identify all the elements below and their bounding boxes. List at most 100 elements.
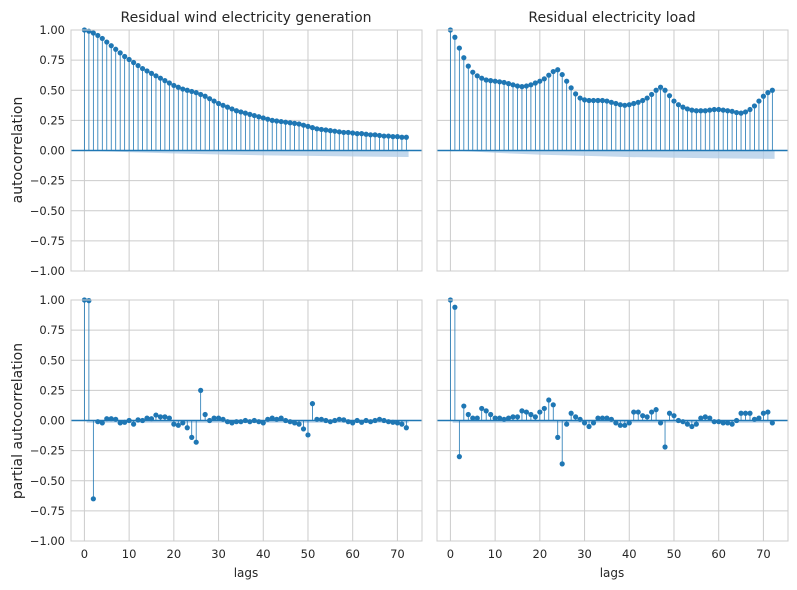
bottom-left-point-67 — [381, 417, 387, 424]
top-left-point-56 — [332, 128, 338, 134]
bottom-right-point-60 — [716, 419, 722, 425]
top-right-point-27 — [568, 85, 574, 91]
top-right-point-8 — [483, 77, 489, 83]
top-right-point-3 — [461, 55, 467, 61]
bottom-left-point-16 — [153, 412, 159, 418]
bottom-right-point-9 — [488, 411, 494, 418]
top-left-point-65 — [372, 132, 378, 138]
bottom-left-point-52 — [314, 416, 320, 422]
bottom-right-point-56 — [698, 415, 704, 421]
bottom-right-point-18 — [528, 411, 534, 418]
top-left-point-6 — [108, 43, 114, 49]
bottom-left-ytick-label-0: −1.00 — [30, 534, 65, 548]
top-right-point-63 — [729, 108, 735, 114]
bottom-right-xtick-label-5: 50 — [667, 547, 682, 561]
top-right-point-69 — [756, 98, 762, 104]
top-left-point-40 — [260, 115, 266, 121]
bottom-left-point-46 — [287, 419, 293, 425]
top-left-point-1 — [86, 28, 92, 34]
bottom-left-xtick-label-7: 70 — [390, 547, 405, 561]
bottom-right-point-62 — [725, 420, 731, 426]
top-right-point-41 — [631, 100, 637, 107]
top-right-point-12 — [501, 79, 507, 86]
top-right-point-14 — [510, 82, 516, 88]
bottom-right-point-3 — [461, 403, 467, 409]
bottom-right-point-37 — [613, 420, 619, 426]
bottom-left-point-50 — [305, 432, 311, 438]
bottom-left-point-20 — [171, 421, 177, 427]
top-right-point-11 — [496, 79, 503, 85]
top-left-point-15 — [148, 70, 155, 76]
top-left-point-14 — [144, 68, 150, 74]
top-left-point-51 — [309, 125, 316, 131]
top-left-point-25 — [193, 90, 199, 96]
panels: −1.00 −0.75 −0.50 −0.25 0.00 0.25 0.50 0.75 1.00… — [30, 23, 789, 561]
bottom-right-point-63 — [729, 421, 735, 427]
bottom-right-point-28 — [573, 414, 579, 420]
top-left-point-60 — [350, 130, 356, 136]
bottom-right-point-41 — [631, 409, 637, 415]
bottom-right-point-24 — [555, 434, 561, 440]
top-right-point-6 — [474, 73, 480, 79]
top-right-point-47 — [657, 84, 664, 90]
top-right-point-71 — [765, 90, 771, 96]
top-left-point-52 — [314, 126, 320, 132]
top-left-point-19 — [166, 80, 172, 86]
bottom-left-point-42 — [269, 415, 275, 421]
top-left-point-49 — [300, 122, 307, 128]
top-right-point-52 — [680, 104, 686, 110]
top-right-point-58 — [707, 107, 713, 113]
top-left-point-62 — [359, 131, 365, 137]
top-left-point-28 — [207, 96, 213, 102]
bottom-left-point-17 — [157, 414, 164, 420]
top-right-point-50 — [671, 98, 677, 104]
bottom-right-point-47 — [657, 420, 664, 426]
top-left-point-47 — [291, 120, 298, 126]
bottom-left-point-59 — [345, 419, 351, 425]
bottom-right-point-58 — [707, 415, 713, 421]
top-left-point-24 — [189, 88, 195, 95]
bottom-right-point-11 — [496, 415, 503, 421]
bottom-left-point-41 — [265, 416, 271, 422]
top-left-point-16 — [153, 73, 159, 79]
bottom-right-point-70 — [760, 410, 767, 416]
top-right-point-32 — [590, 97, 597, 104]
bottom-right-point-71 — [765, 409, 771, 415]
bottom-left-point-40 — [260, 420, 266, 426]
bottom-right-point-1 — [452, 304, 458, 310]
bottom-right-point-52 — [680, 419, 686, 425]
top-right-point-37 — [613, 100, 619, 107]
top-left-point-68 — [385, 133, 392, 139]
bottom-right-xtick-label-4: 40 — [622, 547, 637, 561]
top-left-point-13 — [139, 65, 146, 72]
bottom-left-point-49 — [300, 426, 307, 432]
top-left-point-54 — [323, 127, 329, 133]
bottom-left-point-55 — [327, 419, 333, 425]
bottom-right-point-39 — [622, 422, 628, 428]
bottom-right-point-42 — [635, 409, 641, 415]
bottom-right-xtick-label-2: 20 — [533, 547, 548, 561]
bottom-left-point-72 — [403, 425, 409, 431]
bottom-right-xtick-label-1: 10 — [488, 547, 503, 561]
bottom-right-point-15 — [514, 414, 521, 420]
bottom-left-xtick-label-5: 50 — [301, 547, 316, 561]
top-right-point-72 — [769, 87, 775, 93]
top-left-confidence-band — [86, 150, 409, 158]
top-left-point-63 — [363, 131, 369, 137]
panel-bottom-left: −1.00 −0.75 −0.50 −0.25 0.00 0.25 0.50 0.75 1.00… — [30, 293, 423, 561]
bottom-left-point-61 — [354, 417, 360, 424]
bottom-left-point-29 — [211, 415, 217, 421]
bottom-left-point-48 — [296, 421, 302, 427]
bottom-left-point-13 — [139, 417, 146, 424]
top-right-point-55 — [693, 108, 699, 114]
bottom-left-point-62 — [359, 419, 365, 425]
top-right-point-39 — [622, 102, 628, 108]
top-left-point-45 — [283, 119, 289, 125]
top-left-point-9 — [122, 53, 128, 60]
top-left-point-21 — [175, 84, 181, 90]
panel-top-right — [436, 27, 789, 272]
ylabel-bottom-left: partial autocorrelation — [10, 343, 26, 499]
bottom-right-frame — [436, 299, 789, 542]
top-right-point-15 — [514, 83, 521, 89]
